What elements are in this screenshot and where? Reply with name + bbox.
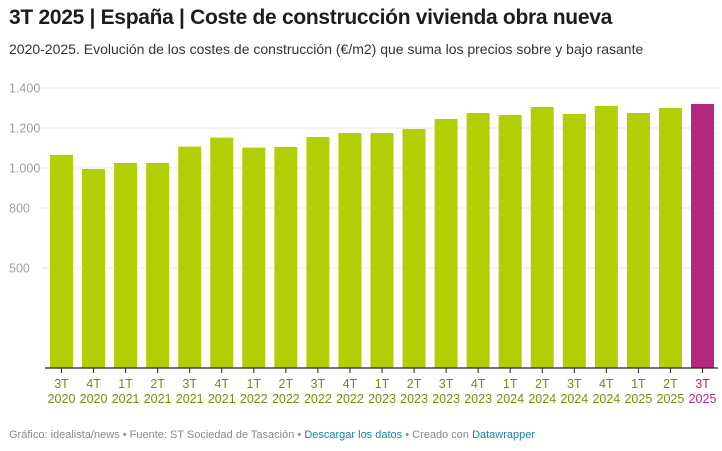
x-tick-label-year: 2021: [144, 392, 172, 406]
x-tick-label-quarter: 2T: [407, 377, 422, 391]
x-tick-label-year: 2023: [464, 392, 492, 406]
y-tick-label: 1.000: [9, 162, 40, 176]
x-tick-label-year: 2024: [560, 392, 588, 406]
x-tick-label-year: 2025: [657, 392, 685, 406]
x-tick-label-quarter: 2T: [535, 377, 550, 391]
bar-3T-2022: [306, 137, 330, 368]
bar-2T-2025: [658, 108, 682, 368]
x-tick-label-quarter: 4T: [471, 377, 486, 391]
bar-4T-2024: [594, 106, 618, 368]
x-tick-label-quarter: 4T: [214, 377, 229, 391]
x-tick-label-quarter: 1T: [118, 377, 133, 391]
footer: Gráfico: idealista/news • Fuente: ST Soc…: [9, 429, 535, 441]
bar-4T-2023: [466, 113, 490, 368]
x-tick-label-quarter: 1T: [631, 377, 646, 391]
x-tick-label-quarter: 3T: [54, 377, 69, 391]
x-tick-label-quarter: 4T: [86, 377, 101, 391]
x-axis: [45, 367, 718, 373]
bar-3T-2020: [50, 155, 73, 368]
x-tick-label-year: 2023: [432, 392, 460, 406]
bar-4T-2020: [82, 169, 106, 368]
x-tick-label-quarter: 3T: [567, 377, 582, 391]
x-tick-label-year: 2021: [112, 392, 140, 406]
bar-3T-2023: [434, 119, 458, 368]
bar-4T-2022: [338, 133, 362, 368]
bar-1T-2023: [370, 133, 394, 368]
x-tick-label-quarter: 3T: [311, 377, 326, 391]
footer-separator: •: [294, 429, 305, 441]
y-tick-label: 800: [9, 202, 30, 216]
datawrapper-link[interactable]: Datawrapper: [472, 429, 536, 441]
x-tick-label-year: 2022: [304, 392, 332, 406]
y-tick-label: 1.200: [9, 122, 40, 136]
y-tick-label: 1.400: [9, 82, 40, 96]
x-tick-label-year: 2021: [176, 392, 204, 406]
x-tick-label-quarter: 4T: [343, 377, 358, 391]
bar-4T-2021: [210, 137, 234, 368]
x-tick-label-year: 2022: [240, 392, 268, 406]
bar-1T-2025: [626, 113, 650, 368]
bar-3T-2021: [178, 146, 202, 368]
bar-1T-2021: [114, 163, 138, 368]
x-tick-label-quarter: 2T: [663, 377, 678, 391]
x-tick-label-year: 2023: [368, 392, 396, 406]
footer-source: Fuente: ST Sociedad de Tasación: [129, 429, 295, 441]
x-tick-label-year: 2024: [528, 392, 556, 406]
x-tick-label-year: 2025: [689, 392, 717, 406]
x-tick-label-year: 2025: [624, 392, 652, 406]
x-tick-label-year: 2020: [80, 392, 108, 406]
x-tick-label-quarter: 1T: [375, 377, 390, 391]
x-tick-label-quarter: 4T: [599, 377, 614, 391]
x-tick-label-quarter: 2T: [150, 377, 165, 391]
footer-separator: •: [402, 429, 413, 441]
footer-separator: •: [119, 429, 130, 441]
y-axis-labels: 500 800 1.000 1.200 1.400: [9, 82, 40, 276]
bar-2T-2024: [530, 107, 554, 368]
x-tick-label-year: 2022: [336, 392, 364, 406]
x-tick-label-year: 2024: [592, 392, 620, 406]
bar-2T-2021: [146, 163, 170, 368]
bar-3T-2024: [562, 114, 586, 368]
bar-2T-2023: [402, 129, 426, 368]
x-tick-label-quarter: 2T: [279, 377, 294, 391]
x-axis-labels: 3T20204T20201T20212T20213T20214T20211T20…: [48, 377, 717, 406]
bar-3T-2025: [691, 104, 714, 368]
x-tick-label-quarter: 3T: [695, 377, 710, 391]
footer-graphic-credit: Gráfico: idealista/news: [9, 429, 120, 441]
x-tick-label-quarter: 1T: [503, 377, 518, 391]
bar-2T-2022: [274, 147, 298, 368]
x-tick-label-year: 2022: [272, 392, 300, 406]
chart-title: 3T 2025 | España | Coste de construcción…: [9, 6, 612, 29]
x-tick-label-quarter: 3T: [439, 377, 454, 391]
footer-created-with: Creado con: [412, 429, 473, 441]
bar-1T-2022: [242, 147, 266, 368]
y-tick-label: 500: [9, 262, 30, 276]
x-tick-label-year: 2023: [400, 392, 428, 406]
x-tick-label-year: 2021: [208, 392, 236, 406]
x-tick-label-year: 2024: [496, 392, 524, 406]
chart-subtitle: 2020-2025. Evolución de los costes de co…: [9, 41, 644, 57]
x-tick-label-year: 2020: [48, 392, 76, 406]
download-data-link[interactable]: Descargar los datos: [304, 429, 403, 441]
x-tick-label-quarter: 3T: [182, 377, 197, 391]
bars: [50, 104, 714, 368]
x-tick-label-quarter: 1T: [247, 377, 262, 391]
bar-1T-2024: [498, 115, 522, 368]
